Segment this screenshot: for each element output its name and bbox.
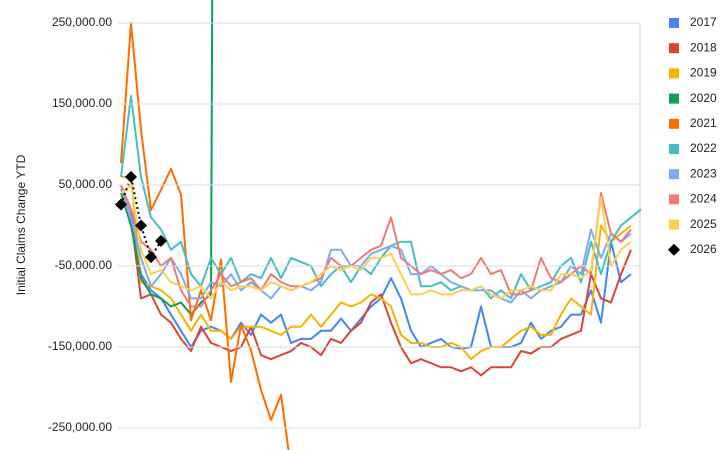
legend-label: 2018 <box>690 40 717 54</box>
series-line <box>120 94 642 300</box>
legend-label: 2023 <box>690 166 717 180</box>
plot <box>115 0 642 450</box>
legend-label: 2024 <box>690 192 717 206</box>
y-tick-label: -150,000.00 <box>48 339 112 353</box>
series-line <box>120 0 214 316</box>
legend-marker <box>669 68 679 79</box>
point-marker <box>145 251 157 264</box>
legend-marker <box>669 118 679 129</box>
series-line <box>120 184 632 300</box>
legend-label: 2020 <box>690 91 717 105</box>
y-tick-label: -250,000.00 <box>48 420 112 434</box>
legend-marker <box>669 169 679 180</box>
legend-marker <box>669 144 679 154</box>
series-line <box>120 184 632 308</box>
legend-marker <box>669 93 679 104</box>
point-marker <box>135 219 147 232</box>
y-tick-label: -50,000.00 <box>55 258 113 272</box>
y-tick-label: 150,000.00 <box>52 96 112 110</box>
legend-marker <box>668 243 680 256</box>
point-marker <box>125 170 137 183</box>
series-line <box>120 184 632 304</box>
legend-marker <box>669 18 679 28</box>
point-marker <box>115 198 127 211</box>
legend-label: 2017 <box>690 15 717 29</box>
legend-marker <box>669 219 679 230</box>
legend-label: 2026 <box>690 242 717 256</box>
legend-label: 2022 <box>690 141 717 155</box>
y-tick-label: 250,000.00 <box>52 15 112 29</box>
y-axis-title: Initial Claims Change YTD <box>14 154 28 295</box>
series-line <box>120 188 632 350</box>
y-tick-label: 50,000.00 <box>59 177 113 191</box>
legend-marker <box>669 43 679 54</box>
legend-marker <box>669 194 679 205</box>
point-marker <box>155 234 167 247</box>
series-line <box>120 22 290 450</box>
legend-label: 2021 <box>690 116 717 130</box>
legend-label: 2019 <box>690 66 717 80</box>
legend-label: 2025 <box>690 217 717 231</box>
series-line <box>121 175 632 361</box>
